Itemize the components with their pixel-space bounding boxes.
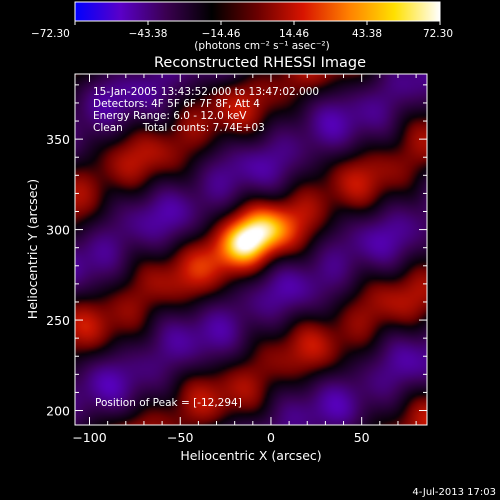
- colorbar-tick-label: 43.38: [352, 28, 382, 40]
- colorbar-tick-label: −14.46: [202, 28, 241, 40]
- x-axis: −100 −50 0 50: [72, 74, 417, 445]
- colorbar-tick-label: 14.46: [279, 28, 309, 40]
- x-tick-label: −50: [167, 430, 193, 445]
- colorbar-unit-label: (photons cm⁻² s⁻¹ asec⁻²): [194, 40, 329, 52]
- y-axis: 200 250 300 350: [46, 84, 427, 419]
- peak-position-annotation: Position of Peak = [-12,294]: [95, 397, 242, 409]
- x-tick-label: 50: [354, 430, 370, 445]
- clean-counts-annotation: Clean Total counts: 7.74E+03: [93, 122, 265, 134]
- y-axis-label: Heliocentric Y (arcsec): [25, 179, 40, 319]
- plot-frame: [74, 73, 428, 426]
- colorbar-ticks: −72.30 −43.38 −14.46 14.46 43.38 72.30: [31, 21, 453, 40]
- colorbar-tick-label: −43.38: [129, 28, 168, 40]
- y-tick-label: 250: [46, 313, 70, 328]
- energy-range-annotation: Energy Range: 6.0 - 12.0 keV: [93, 110, 247, 122]
- x-tick-label: −100: [72, 430, 106, 445]
- chart-title: Reconstructed RHESSI Image: [154, 55, 366, 71]
- x-axis-label: Heliocentric X (arcsec): [180, 448, 321, 463]
- colorbar: −72.30 −43.38 −14.46 14.46 43.38 72.30 (photo…: [31, 1, 453, 52]
- time-range-annotation: 15-Jan-2005 13:43:52.000 to 13:47:02.000: [93, 86, 320, 98]
- colorbar-tick-label: −72.30: [31, 28, 70, 40]
- y-tick-label: 200: [46, 404, 70, 419]
- detectors-annotation: Detectors: 4F 5F 6F 7F 8F, Att 4: [93, 98, 260, 110]
- timestamp: 4-Jul-2013 17:03: [412, 487, 496, 498]
- y-tick-label: 300: [46, 223, 70, 238]
- x-tick-label: 0: [267, 430, 275, 445]
- colorbar-gradient: [74, 1, 441, 22]
- colorbar-tick-label: 72.30: [423, 28, 453, 40]
- y-tick-label: 350: [46, 132, 70, 147]
- heatmap-image: [75, 74, 427, 425]
